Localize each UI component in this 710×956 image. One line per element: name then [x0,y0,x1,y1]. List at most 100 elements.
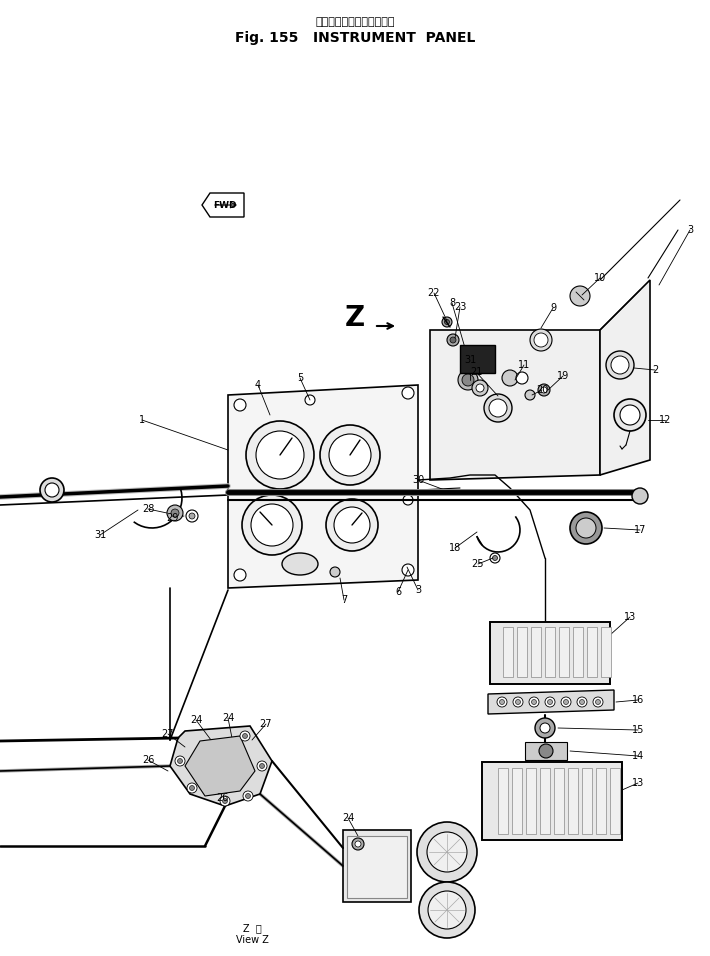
Bar [498,768,508,834]
Circle shape [596,700,601,705]
Circle shape [256,431,304,479]
Bar [482,762,622,840]
Circle shape [167,505,183,521]
Bar [601,627,611,677]
Text: 24: 24 [222,713,234,723]
Text: 17: 17 [634,525,646,535]
Bar [540,768,550,834]
Polygon shape [185,736,255,796]
Text: 28: 28 [142,504,154,514]
Text: 18: 18 [449,543,461,553]
Circle shape [540,723,550,733]
Bar [596,768,606,834]
Circle shape [257,761,267,771]
Circle shape [515,700,520,705]
Text: 5: 5 [297,373,303,383]
Circle shape [458,370,478,390]
Circle shape [442,317,452,327]
Text: 9: 9 [550,303,556,313]
Circle shape [402,564,414,576]
Text: 30: 30 [412,475,424,485]
Text: 3: 3 [415,585,421,595]
Text: 20: 20 [536,385,548,395]
Text: 2: 2 [652,365,658,375]
Circle shape [541,387,547,393]
Circle shape [606,351,634,379]
Text: Fig. 155   INSTRUMENT  PANEL: Fig. 155 INSTRUMENT PANEL [235,31,475,45]
Polygon shape [488,690,614,714]
Circle shape [189,513,195,519]
Circle shape [403,495,413,505]
Polygon shape [430,330,600,480]
Text: 22: 22 [427,288,440,298]
Circle shape [329,434,371,476]
Text: 31: 31 [94,530,106,540]
Circle shape [547,700,552,705]
Circle shape [326,499,378,551]
Bar [490,622,610,684]
Circle shape [611,356,629,374]
Circle shape [178,758,182,764]
Text: 7: 7 [341,595,347,605]
Circle shape [320,425,380,485]
Circle shape [45,483,59,497]
Bar [525,742,567,760]
Text: 11: 11 [518,360,530,370]
Circle shape [493,555,498,560]
Bar [347,836,407,898]
Circle shape [240,731,250,741]
Circle shape [246,793,251,798]
Circle shape [545,697,555,707]
Text: 16: 16 [632,695,644,705]
Ellipse shape [282,553,318,575]
Circle shape [186,510,198,522]
Circle shape [352,838,364,850]
Circle shape [243,733,248,738]
Circle shape [175,756,185,766]
Circle shape [476,384,484,392]
Circle shape [484,394,512,422]
Text: 4: 4 [255,380,261,390]
Text: 8: 8 [449,298,455,308]
Bar [343,830,411,902]
Circle shape [620,405,640,425]
Polygon shape [202,193,244,217]
Circle shape [579,700,584,705]
Circle shape [243,791,253,801]
Circle shape [417,822,477,882]
Bar [559,627,569,677]
Circle shape [40,478,64,502]
Text: 10: 10 [594,273,606,283]
Circle shape [220,796,230,806]
Text: 23: 23 [454,302,466,312]
Bar [573,627,583,677]
Circle shape [632,488,648,504]
Circle shape [538,384,550,396]
Text: 27: 27 [260,719,272,729]
Text: View Z: View Z [236,935,268,945]
Circle shape [305,395,315,405]
Text: Z  矢: Z 矢 [243,923,261,933]
Text: 13: 13 [624,612,636,622]
Bar [460,345,495,373]
Circle shape [334,507,370,543]
Circle shape [234,569,246,581]
Circle shape [428,891,466,929]
Circle shape [402,387,414,399]
Circle shape [355,841,361,847]
Text: Z: Z [345,304,365,332]
Bar [503,627,513,677]
Circle shape [222,798,227,803]
Text: FWD: FWD [213,201,236,209]
Text: 27: 27 [162,729,174,739]
Bar [587,627,597,677]
Polygon shape [228,385,418,588]
Circle shape [447,334,459,346]
Circle shape [419,882,475,938]
Text: 3: 3 [687,225,693,235]
Circle shape [444,319,449,324]
Circle shape [427,832,467,872]
Circle shape [539,744,553,758]
Circle shape [242,495,302,555]
Circle shape [251,504,293,546]
